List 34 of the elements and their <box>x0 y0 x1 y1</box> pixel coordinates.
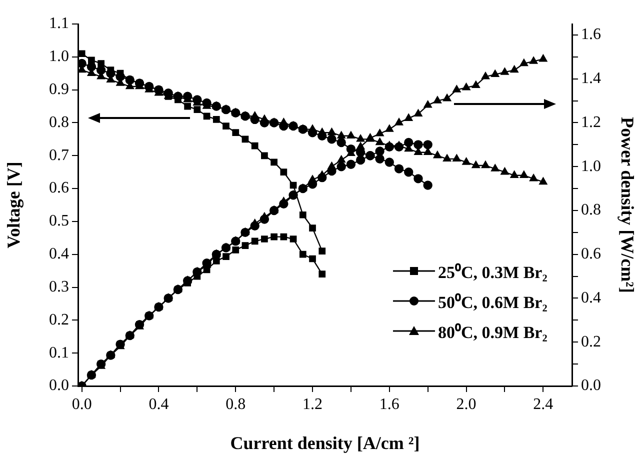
y-tick-label: 0.7 <box>49 146 69 164</box>
y2-tick-label: 0.8 <box>581 202 601 219</box>
x-tick-label: 0.8 <box>226 396 246 413</box>
y-tick-label: 0.1 <box>49 344 69 362</box>
y2-tick-label: 0.4 <box>581 289 601 306</box>
legend-label: 50⁰C, 0.6M Br₂ <box>438 292 548 312</box>
y2-tick-label: 1.2 <box>581 114 601 131</box>
y-tick-label: 0.4 <box>49 246 69 263</box>
y2-tick-label: 1.0 <box>581 158 601 175</box>
y-tick-label: 0.9 <box>49 81 69 98</box>
y-tick-label: 0.6 <box>49 180 69 197</box>
x-tick-label: 2.0 <box>456 396 476 413</box>
x-tick-label: 0.4 <box>148 396 169 413</box>
y-tick-label: 0.0 <box>49 377 69 394</box>
y2-tick-label: 1.6 <box>581 26 601 44</box>
y-tick-label: 1.1 <box>49 15 69 32</box>
x-tick-label: 1.2 <box>302 396 323 413</box>
y2-tick-label: 0.6 <box>581 246 601 263</box>
legend-label: 80⁰C, 0.9M Br₂ <box>438 322 548 342</box>
x-tick-label: 0.0 <box>72 396 92 413</box>
y2-tick-label: 1.4 <box>581 70 601 88</box>
y-tick-label: 1.0 <box>49 48 69 66</box>
y2-tick-label: 0.2 <box>581 333 601 350</box>
y2-tick-label: 0.0 <box>581 377 601 394</box>
x-tick-label: 2.4 <box>533 396 554 413</box>
y-tick-label: 0.8 <box>49 114 69 131</box>
y2-axis-title: Power density [W/cm²] <box>618 116 638 294</box>
x-axis-title: Current density [A/cm ²] <box>230 432 420 453</box>
y-tick-label: 0.2 <box>49 311 69 328</box>
y-tick-label: 0.5 <box>49 212 69 230</box>
y-tick-label: 0.3 <box>49 278 69 296</box>
legend-label: 25⁰C, 0.3M Br₂ <box>438 262 548 282</box>
y-axis-title: Voltage [V] <box>3 162 24 248</box>
x-tick-label: 1.6 <box>379 396 400 413</box>
